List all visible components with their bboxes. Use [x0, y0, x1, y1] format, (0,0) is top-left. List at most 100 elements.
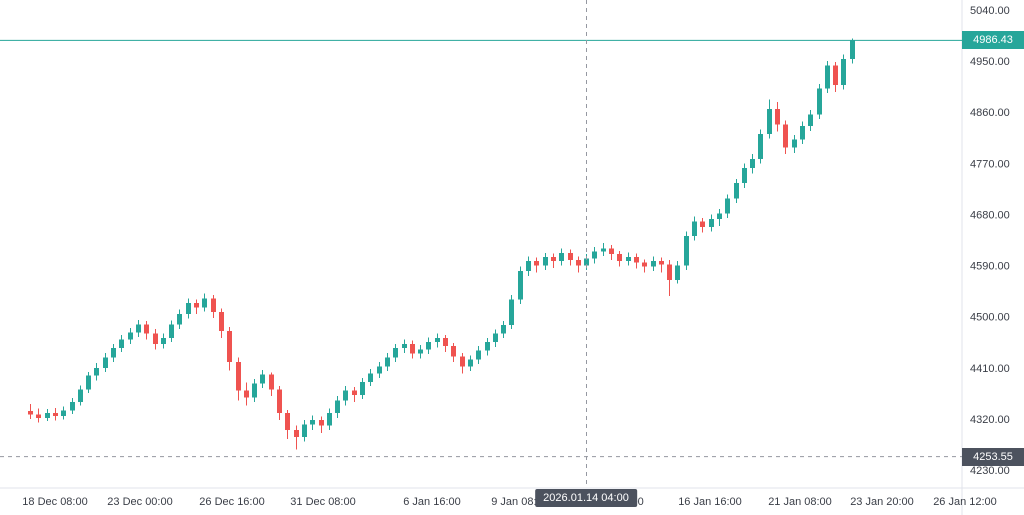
- candle-body: [476, 350, 481, 360]
- candle-body: [402, 343, 407, 348]
- candle-body: [194, 303, 199, 308]
- time-axis-tick: 26 Dec 16:00: [199, 496, 264, 508]
- candle-body: [435, 338, 440, 343]
- candle-body: [493, 333, 498, 343]
- candle-body: [186, 303, 191, 314]
- crosshair-price-label: 4253.55: [962, 447, 1024, 466]
- candle-body: [86, 375, 91, 390]
- price-axis-tick: 4860.00: [970, 107, 1010, 119]
- candle-body: [103, 357, 108, 368]
- time-axis-tick: 18 Dec 08:00: [22, 496, 87, 508]
- candle-body: [568, 253, 573, 260]
- candle-body: [617, 254, 622, 262]
- candle-body: [410, 343, 415, 354]
- candle-body: [667, 264, 672, 280]
- candle-body: [841, 58, 846, 85]
- candle-body: [368, 373, 373, 382]
- candle-body: [808, 114, 813, 126]
- candle-body: [161, 338, 166, 344]
- candle-body: [559, 253, 564, 262]
- candle-body: [352, 390, 357, 396]
- candle-body: [485, 342, 490, 351]
- chart-overlays: [0, 0, 962, 488]
- candle-body: [28, 410, 33, 415]
- candle-body: [850, 40, 855, 59]
- candle-body: [269, 374, 274, 390]
- candle-body: [36, 414, 41, 418]
- candle-body: [202, 298, 207, 308]
- candle-body: [775, 108, 780, 125]
- candle-body: [800, 125, 805, 140]
- candle-body: [78, 389, 83, 402]
- time-axis-tick: 26 Jan 12:00: [933, 496, 997, 508]
- price-axis[interactable]: 5040.00 4950.00 4860.00 4770.00 4680.00 4590.…: [970, 5, 1010, 477]
- time-axis-tick: 6 Jan 16:00: [403, 496, 461, 508]
- candle-body: [767, 108, 772, 134]
- candle-body: [94, 367, 99, 376]
- candle-body: [692, 221, 697, 237]
- time-axis-tick: 9 Jan 08:00: [491, 496, 549, 508]
- candle-body: [576, 259, 581, 266]
- candle-body: [750, 158, 755, 168]
- candle-body: [526, 261, 531, 272]
- time-axis-tick: 16 Jan 16:00: [678, 496, 742, 508]
- candle-body: [758, 133, 763, 159]
- candle-body: [684, 236, 689, 266]
- candle-body: [211, 298, 216, 313]
- candle-body: [177, 313, 182, 325]
- candle-body: [319, 420, 324, 426]
- price-axis-tick: 4770.00: [970, 158, 1010, 170]
- candles-layer: [28, 38, 855, 450]
- candle-body: [501, 325, 506, 334]
- time-axis-tick: 23 Dec 00:00: [107, 496, 172, 508]
- candle-body: [792, 139, 797, 148]
- time-axis-tick: 23 Jan 20:00: [850, 496, 914, 508]
- candle-body: [128, 332, 133, 340]
- candle-body: [659, 261, 664, 265]
- candle-body: [219, 312, 224, 331]
- candle-body: [709, 218, 714, 227]
- candle-body: [335, 400, 340, 414]
- price-axis-tick: 5040.00: [970, 5, 1010, 17]
- candle-body: [626, 257, 631, 262]
- candle-body: [443, 338, 448, 347]
- time-axis[interactable]: 18 Dec 08:00 23 Dec 00:00 26 Dec 16:00 31 D…: [22, 496, 997, 508]
- candle-body: [236, 362, 241, 391]
- candle-body: [252, 383, 257, 398]
- candle-body: [53, 413, 58, 417]
- candle-body: [343, 390, 348, 401]
- candle-body: [584, 258, 589, 266]
- price-axis-tick: 4410.00: [970, 363, 1010, 375]
- candle-body: [310, 420, 315, 425]
- candle-body: [601, 248, 606, 252]
- candle-body: [227, 330, 232, 363]
- candle-body: [393, 347, 398, 358]
- current-price-label: 4986.43: [962, 31, 1024, 50]
- candle-body: [385, 357, 390, 367]
- candle-body: [111, 347, 116, 358]
- candle-body: [451, 346, 456, 357]
- candle-body: [61, 410, 66, 417]
- candle-body: [153, 333, 158, 344]
- time-axis-tick: 31 Dec 08:00: [290, 496, 355, 508]
- candle-body: [609, 248, 614, 255]
- candle-body: [426, 342, 431, 350]
- candle-body: [360, 381, 365, 396]
- candle-body: [551, 257, 556, 262]
- candle-body: [817, 88, 822, 115]
- candle-body: [734, 183, 739, 199]
- candle-body: [543, 257, 548, 266]
- candle-body: [700, 221, 705, 227]
- price-axis-tick: 4590.00: [970, 261, 1010, 273]
- candle-body: [418, 349, 423, 354]
- candle-body: [534, 261, 539, 266]
- candle-body: [294, 430, 299, 438]
- candle-body: [285, 413, 290, 431]
- candle-body: [327, 413, 332, 426]
- candle-body: [592, 251, 597, 259]
- candle-body: [742, 167, 747, 184]
- candle-body: [675, 265, 680, 280]
- price-axis-tick: 4950.00: [970, 56, 1010, 68]
- price-axis-tick: 4680.00: [970, 209, 1010, 221]
